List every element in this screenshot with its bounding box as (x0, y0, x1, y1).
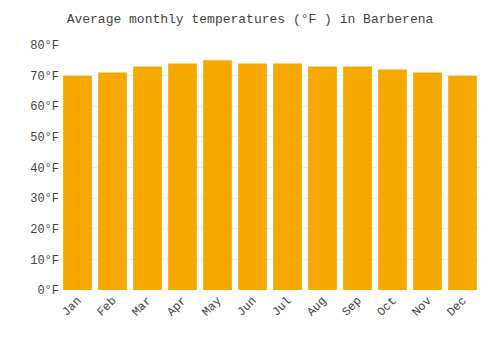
svg-text:Jul: Jul (269, 294, 294, 319)
svg-text:Average monthly temperatures (: Average monthly temperatures (°F ) in Ba… (67, 12, 434, 27)
svg-text:40°F: 40°F (30, 162, 59, 176)
svg-text:0°F: 0°F (37, 284, 59, 298)
svg-text:50°F: 50°F (30, 131, 59, 145)
svg-text:10°F: 10°F (30, 254, 59, 268)
svg-text:70°F: 70°F (30, 70, 59, 84)
svg-text:Aug: Aug (304, 294, 329, 319)
svg-text:Dec: Dec (444, 294, 469, 319)
svg-text:Nov: Nov (409, 294, 434, 319)
svg-text:20°F: 20°F (30, 223, 59, 237)
svg-text:Sep: Sep (339, 294, 364, 319)
svg-text:Oct: Oct (374, 294, 399, 319)
svg-text:60°F: 60°F (30, 100, 59, 114)
svg-text:Jan: Jan (59, 294, 84, 319)
svg-text:May: May (199, 294, 224, 319)
svg-text:Feb: Feb (94, 294, 119, 319)
svg-text:Jun: Jun (234, 294, 259, 319)
svg-text:Apr: Apr (164, 294, 189, 319)
svg-text:Mar: Mar (129, 294, 154, 319)
svg-text:30°F: 30°F (30, 192, 59, 206)
svg-text:80°F: 80°F (30, 39, 59, 53)
